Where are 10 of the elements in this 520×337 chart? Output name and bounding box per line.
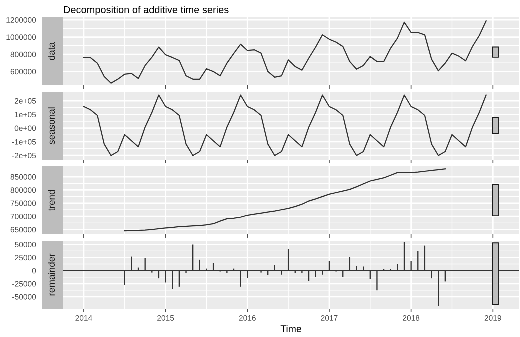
y-axis-title: seasonal — [48, 108, 56, 145]
y-axis-title: data — [48, 42, 56, 60]
y-axis-title: trend — [48, 190, 56, 212]
chart-title: Decomposition of additive time series — [64, 6, 229, 16]
line-series — [83, 94, 487, 156]
y-axis-title: remainder — [48, 254, 56, 296]
line-series — [124, 168, 446, 232]
bar — [492, 242, 499, 306]
x-axis-title: Time — [280, 325, 302, 332]
line-series — [83, 20, 487, 84]
